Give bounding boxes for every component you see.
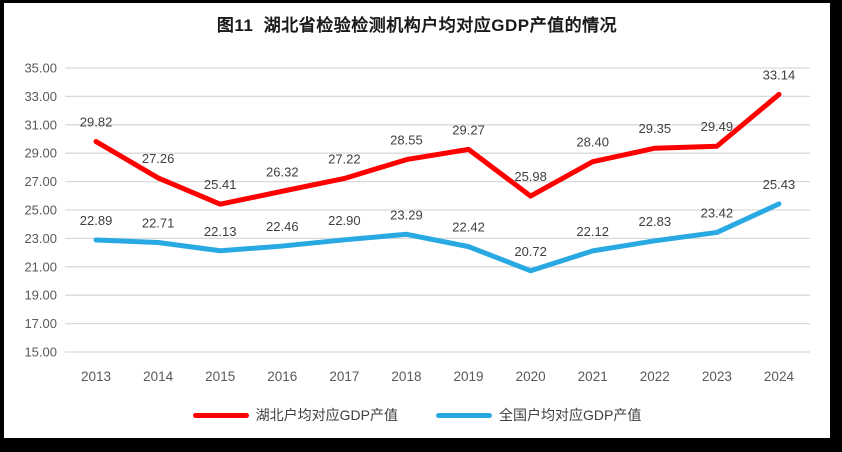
data-label: 33.14 <box>763 67 796 82</box>
data-label: 23.29 <box>390 207 423 222</box>
y-tick-label: 23.00 <box>24 231 57 246</box>
x-tick-label: 2024 <box>764 369 795 384</box>
data-label: 28.40 <box>576 135 609 150</box>
chart-legend: 湖北户均对应GDP产值 全国户均对应GDP产值 <box>4 404 830 426</box>
data-label: 25.41 <box>204 177 237 192</box>
x-tick-label: 2023 <box>702 369 732 384</box>
y-tick-label: 17.00 <box>24 316 57 331</box>
data-label: 22.12 <box>576 224 609 239</box>
data-label: 25.43 <box>763 177 796 192</box>
series-line-hubei <box>93 91 782 207</box>
y-tick-label: 21.00 <box>24 259 57 274</box>
data-label: 20.72 <box>514 244 547 259</box>
data-label: 29.49 <box>701 119 734 134</box>
y-tick-label: 35.00 <box>24 61 57 76</box>
data-label: 22.46 <box>266 219 299 234</box>
series-line-national <box>93 201 782 274</box>
data-label: 26.32 <box>266 164 299 179</box>
data-label: 22.13 <box>204 224 237 239</box>
x-tick-label: 2016 <box>267 369 297 384</box>
y-tick-label: 31.00 <box>24 117 57 132</box>
x-tick-label: 2013 <box>81 369 111 384</box>
x-tick-label: 2017 <box>329 369 359 384</box>
x-tick-label: 2022 <box>640 369 670 384</box>
y-tick-label: 15.00 <box>24 345 57 360</box>
x-tick-label: 2018 <box>391 369 421 384</box>
data-label: 29.35 <box>639 121 672 136</box>
data-label: 22.83 <box>639 214 672 229</box>
legend-label-national: 全国户均对应GDP产值 <box>499 407 642 423</box>
x-tick-label: 2019 <box>454 369 484 384</box>
legend-item-national: 全国户均对应GDP产值 <box>436 405 641 425</box>
x-tick-label: 2015 <box>205 369 235 384</box>
data-label: 29.27 <box>452 122 485 137</box>
y-tick-label: 27.00 <box>24 174 57 189</box>
x-tick-label: 2020 <box>516 369 546 384</box>
data-label: 27.26 <box>142 151 175 166</box>
y-tick-label: 25.00 <box>24 203 57 218</box>
y-tick-label: 19.00 <box>24 288 57 303</box>
data-label: 29.82 <box>80 115 113 130</box>
line-chart-plot-area: 35.00 33.00 31.00 29.00 27.00 25.00 23.00 21.00… <box>24 61 810 384</box>
data-label: 23.42 <box>701 205 734 220</box>
legend-swatch-hubei-icon <box>192 412 249 418</box>
data-label: 22.90 <box>328 213 361 228</box>
y-tick-label: 29.00 <box>24 146 57 161</box>
chart-title: 图11 湖北省检验检测机构户均对应GDP产值的情况 <box>216 16 618 35</box>
data-label: 22.89 <box>80 213 113 228</box>
data-label: 25.98 <box>514 169 547 184</box>
x-tick-label: 2021 <box>578 369 608 384</box>
data-label: 22.71 <box>142 216 175 231</box>
legend-label-hubei: 湖北户均对应GDP产值 <box>255 407 398 423</box>
x-tick-label: 2014 <box>143 369 174 384</box>
legend-item-hubei: 湖北户均对应GDP产值 <box>192 405 398 425</box>
legend-swatch-national-icon <box>436 412 492 418</box>
data-label: 28.55 <box>390 133 423 148</box>
data-label: 22.42 <box>452 220 485 235</box>
y-tick-label: 33.00 <box>24 89 57 104</box>
data-label: 27.22 <box>328 151 361 166</box>
